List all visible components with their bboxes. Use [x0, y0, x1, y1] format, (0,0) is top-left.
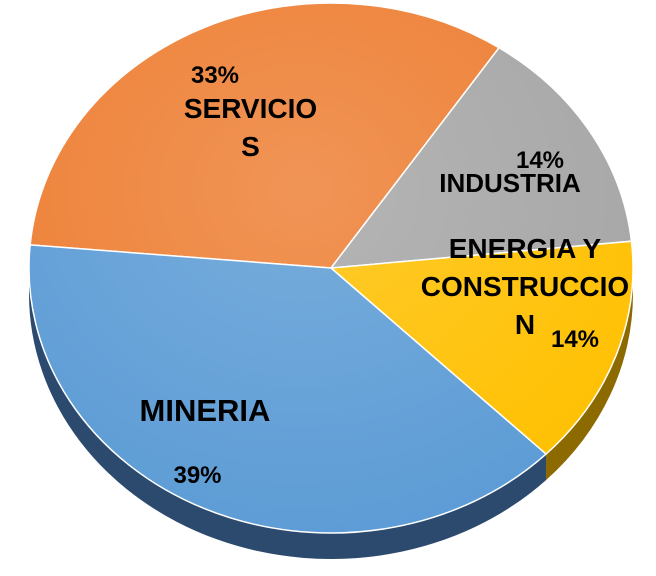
value-label: 39% — [173, 462, 222, 489]
category-label: SERVICIOS — [183, 93, 318, 162]
category-label: INDUSTRIA — [439, 168, 581, 198]
value-label: 33% — [190, 62, 240, 89]
value-label: 14% — [550, 326, 600, 353]
value-label: 14% — [515, 147, 565, 174]
category-label: MINERIA — [139, 393, 271, 428]
category-label: ENERGIA Y CONSTRUCCION — [420, 233, 630, 340]
